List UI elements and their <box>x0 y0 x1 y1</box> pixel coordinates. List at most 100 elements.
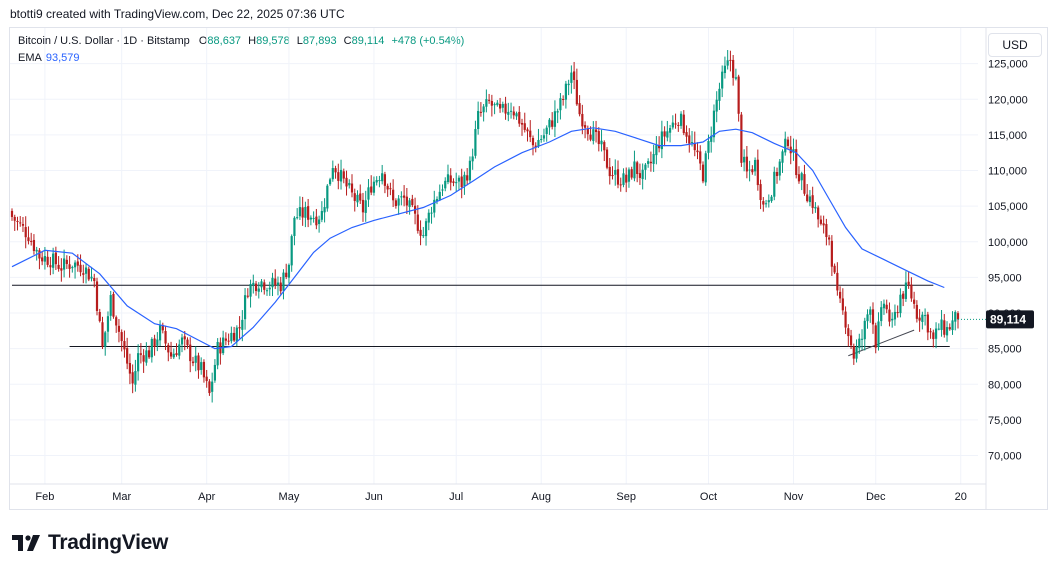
candle-body <box>288 265 290 278</box>
candle-body <box>940 320 942 330</box>
candle-body <box>458 178 460 182</box>
candle-body <box>905 283 907 299</box>
candle-body <box>206 377 208 381</box>
candle-body <box>167 345 169 353</box>
candle-body <box>348 183 350 185</box>
candle-body <box>724 66 726 73</box>
candle-body <box>949 327 951 329</box>
candle-body <box>642 170 644 179</box>
y-tick-label: 125,000 <box>988 59 1028 71</box>
candle-body <box>27 237 29 241</box>
candle-body <box>411 199 413 205</box>
candle-body <box>408 200 410 207</box>
candle-body <box>869 309 871 314</box>
candle-body <box>507 112 509 115</box>
candle-body <box>395 200 397 206</box>
candle-body <box>299 207 301 216</box>
candle-body <box>718 89 720 101</box>
candle-body <box>921 315 923 322</box>
candle-body <box>406 197 408 206</box>
candle-body <box>134 371 136 385</box>
candle-body <box>946 327 948 335</box>
candle-body <box>820 220 822 224</box>
candle-body <box>71 267 73 268</box>
candle-body <box>727 60 729 65</box>
candle-body <box>14 217 16 221</box>
candle-body <box>315 217 317 226</box>
candle-body <box>935 329 937 339</box>
candle-body <box>266 290 268 291</box>
candle-body <box>891 319 893 321</box>
candle-body <box>334 168 336 172</box>
candle-body <box>696 151 698 153</box>
candle-body <box>362 200 364 212</box>
candle-body <box>927 314 929 332</box>
candle-body <box>118 326 120 332</box>
candle-body <box>932 332 934 339</box>
candle-body <box>746 157 748 172</box>
candle-body <box>762 201 764 204</box>
candle-body <box>639 173 641 178</box>
candle-body <box>779 162 781 176</box>
candle-body <box>403 196 405 198</box>
candle-body <box>664 131 666 136</box>
candle-body <box>620 184 622 185</box>
candle-body <box>680 114 682 126</box>
candle-body <box>282 273 284 291</box>
candle-body <box>499 104 501 108</box>
candle-body <box>521 123 523 125</box>
candle-body <box>208 381 210 393</box>
candle-body <box>175 353 177 355</box>
candle-body <box>888 310 890 322</box>
candle-body <box>302 207 304 217</box>
candle-body <box>655 145 657 155</box>
x-tick-label: May <box>279 491 300 503</box>
candle-body <box>173 354 175 357</box>
candle-body <box>699 151 701 163</box>
x-tick-label: Feb <box>35 491 54 503</box>
candle-body <box>47 257 49 265</box>
candle-body <box>636 162 638 174</box>
candle-body <box>738 77 740 114</box>
candle-body <box>672 123 674 128</box>
candle-body <box>702 165 704 182</box>
candle-body <box>19 222 21 223</box>
candle-body <box>463 175 465 186</box>
candle-body <box>540 139 542 140</box>
candle-body <box>880 307 882 321</box>
candle-body <box>280 283 282 292</box>
candle-body <box>899 295 901 313</box>
y-tick-label: 105,000 <box>988 201 1028 213</box>
candle-body <box>469 161 471 181</box>
x-tick-label: Mar <box>112 491 131 503</box>
candle-body <box>576 80 578 104</box>
candle-body <box>858 339 860 348</box>
candle-body <box>30 241 32 242</box>
candle-body <box>743 157 745 163</box>
candle-body <box>153 339 155 347</box>
candle-body <box>773 172 775 197</box>
candle-body <box>340 170 342 182</box>
candle-body <box>954 312 956 322</box>
candle-body <box>447 174 449 182</box>
candle-body <box>170 352 172 356</box>
candle-body <box>304 207 306 218</box>
candle-body <box>60 268 62 270</box>
candle-body <box>787 140 789 146</box>
candle-body <box>759 184 761 200</box>
candle-body <box>894 312 896 319</box>
candle-body <box>337 172 339 181</box>
candle-body <box>370 187 372 193</box>
candle-body <box>466 175 468 180</box>
candle-body <box>63 258 65 269</box>
candle-body <box>713 111 715 138</box>
candle-body <box>121 332 123 341</box>
candle-body <box>214 365 216 381</box>
candle-body <box>929 331 931 332</box>
candle-body <box>66 260 68 264</box>
x-tick-label: Sep <box>616 491 636 503</box>
candle-body <box>765 203 767 204</box>
tradingview-logo-icon <box>12 533 42 553</box>
candle-body <box>159 325 161 340</box>
candle-body <box>137 353 139 371</box>
